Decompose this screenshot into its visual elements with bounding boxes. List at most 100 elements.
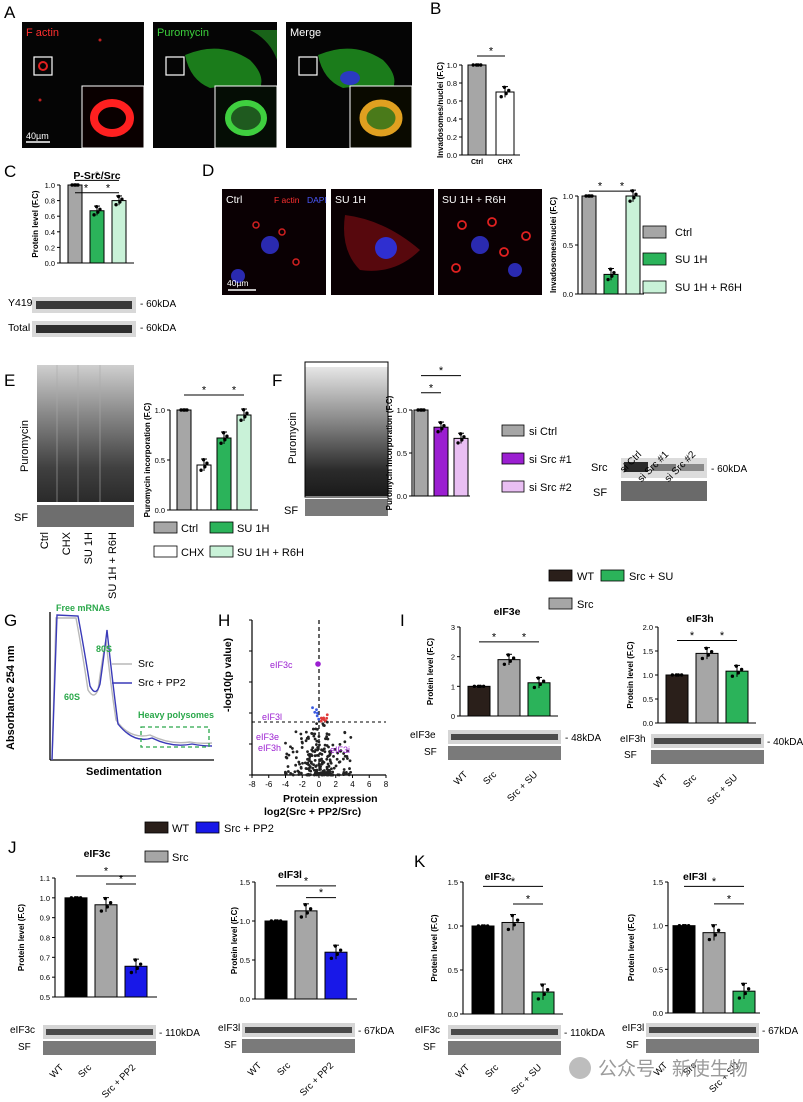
label-puromycin: Puromycin xyxy=(157,27,209,39)
bar-chx xyxy=(495,91,515,156)
data-point xyxy=(471,63,475,67)
data-point xyxy=(440,427,444,431)
significance-star: * xyxy=(489,46,494,58)
volcano-point xyxy=(286,765,290,768)
watermark: 公众号 · 新使生物 xyxy=(598,1058,748,1080)
chart-title: eIF3e xyxy=(494,606,521,618)
lane-label-e: CHX xyxy=(61,531,73,555)
panel-letter-k: K xyxy=(414,852,426,871)
y-tick-label: 1.0 xyxy=(45,181,55,190)
volcano-point xyxy=(325,737,329,741)
data-point xyxy=(205,461,209,465)
lane-label-i1: Src + SU xyxy=(505,769,540,804)
legend-f-src1: si Src #1 xyxy=(529,454,572,466)
bar-src xyxy=(501,921,525,1015)
significance-star: * xyxy=(429,382,434,394)
watermark-icon xyxy=(569,1057,591,1079)
data-point xyxy=(679,673,684,677)
data-point xyxy=(736,671,741,675)
data-point xyxy=(181,408,186,412)
volcano-point xyxy=(325,716,329,720)
bar-su-1h-r6h xyxy=(236,414,252,511)
panel-letter-f: F xyxy=(272,371,282,390)
volcano-label: eIF3c xyxy=(270,660,293,670)
x-tick-label: -6 xyxy=(265,780,273,789)
data-point xyxy=(508,659,513,663)
panel-a: A F actin 40µm Puromycin Merge xyxy=(4,3,413,149)
volcano-point xyxy=(287,753,291,757)
data-point xyxy=(73,896,78,900)
chart-i1: 0 1 2 3 Protein level (F.C) eIF3e * * xyxy=(426,606,558,721)
volcano-point xyxy=(315,708,318,712)
volcano-point xyxy=(316,772,320,776)
y-tick-label: 1.0 xyxy=(397,406,407,415)
data-point xyxy=(584,194,588,198)
volcano-point xyxy=(325,744,329,747)
data-point xyxy=(72,183,77,187)
data-point xyxy=(418,408,423,412)
data-point xyxy=(711,924,716,928)
data-point xyxy=(506,927,511,932)
volcano-point xyxy=(311,732,314,736)
data-point xyxy=(462,435,466,439)
volcano-point xyxy=(311,706,314,710)
data-point xyxy=(746,987,751,991)
g-anno-60s: 60S xyxy=(64,692,80,702)
volcano-point xyxy=(313,754,317,758)
y-axis-label: Protein level (F.C) xyxy=(426,638,435,705)
data-point xyxy=(201,458,206,462)
gel-e-sf: SF xyxy=(14,512,28,524)
data-point xyxy=(628,199,632,203)
volcano-point xyxy=(301,761,304,765)
data-point xyxy=(105,905,110,909)
blot-f-kda: - 60kDA xyxy=(711,464,747,475)
lane-label-k1: Src + SU xyxy=(509,1062,544,1097)
bar-wt xyxy=(672,925,696,1014)
bar-chx xyxy=(196,464,212,511)
volcano-point xyxy=(320,717,324,721)
volcano-point xyxy=(333,747,337,751)
data-point xyxy=(223,438,227,442)
data-point xyxy=(199,468,203,472)
data-point xyxy=(610,274,614,278)
volcano-point xyxy=(316,711,319,715)
volcano-point xyxy=(315,739,319,743)
legend-i: WT Src + SU Src xyxy=(548,569,673,611)
volcano-point xyxy=(299,732,303,736)
volcano-point xyxy=(349,736,353,739)
y-tick-label: 0.0 xyxy=(447,151,457,160)
volcano-point xyxy=(317,762,321,766)
y-axis-label: Protein level (F.C) xyxy=(430,914,439,981)
volcano-point xyxy=(294,763,298,767)
volcano-point xyxy=(300,737,303,740)
data-point xyxy=(219,441,223,445)
y-tick-label: 1.5 xyxy=(643,647,653,656)
x-tick-label: Ctrl xyxy=(471,159,483,166)
bar-src-pp2 xyxy=(324,951,348,1000)
volcano-point xyxy=(330,767,333,771)
panel-letter-a: A xyxy=(4,3,16,22)
y-tick-label: 0.8 xyxy=(40,934,50,943)
lane-label-k1: Src xyxy=(483,1062,501,1080)
blot-j1-label: eIF3c xyxy=(10,1025,35,1036)
g-ylabel: Absorbance 254 nm xyxy=(5,645,17,750)
data-point xyxy=(716,928,721,933)
scalebar-a: 40µm xyxy=(26,131,49,141)
blot-f-src: Src xyxy=(591,462,608,474)
volcano-point xyxy=(327,733,331,736)
panel-letter-b: B xyxy=(430,0,441,18)
y-axis-label: Protein level (F.C) xyxy=(230,907,239,974)
y-tick-label: 2.0 xyxy=(643,623,653,632)
data-point xyxy=(442,423,446,428)
volcano-point xyxy=(319,719,323,723)
significance-star: * xyxy=(319,887,324,899)
x-tick-label: -8 xyxy=(248,780,256,789)
data-point xyxy=(338,948,343,952)
legend-i-src: Src xyxy=(577,599,594,611)
data-point xyxy=(536,676,541,680)
data-point xyxy=(538,682,543,687)
data-point xyxy=(99,909,104,913)
label-factin: F actin xyxy=(26,27,59,39)
data-point xyxy=(303,903,308,907)
